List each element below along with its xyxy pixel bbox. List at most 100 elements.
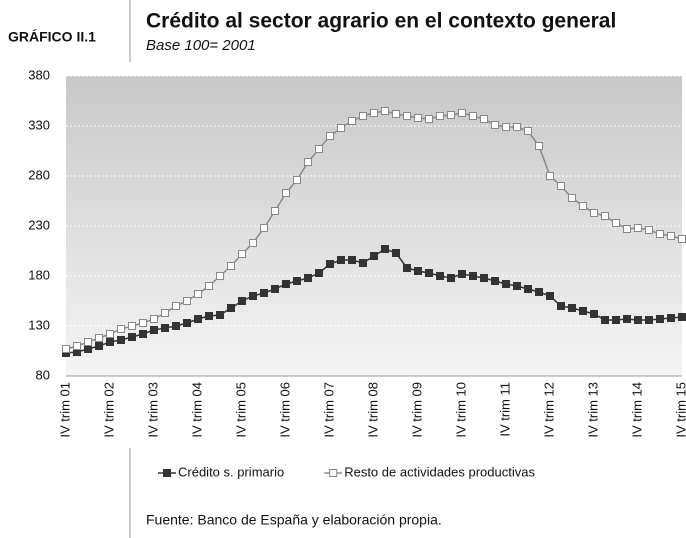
point-marker (370, 109, 378, 117)
point-marker (337, 124, 345, 132)
x-tick-label: IV trim 07 (321, 382, 336, 438)
point-marker (238, 250, 246, 258)
point-marker (579, 202, 587, 210)
chart-subtitle: Base 100= 2001 (146, 37, 256, 54)
point-marker (150, 326, 158, 334)
point-marker (524, 285, 532, 293)
point-marker (678, 235, 686, 243)
point-marker (634, 224, 642, 232)
point-marker (315, 269, 323, 277)
x-tick-label: IV trim 06 (277, 382, 292, 438)
legend-label: Resto de actividades productivas (344, 464, 535, 479)
point-marker (502, 123, 510, 131)
point-marker (95, 334, 103, 342)
point-marker (469, 272, 477, 280)
point-marker (161, 324, 169, 332)
point-marker (271, 285, 279, 293)
point-marker (656, 315, 664, 323)
y-tick-label: 80 (36, 367, 50, 382)
x-tick-label: IV trim 09 (409, 382, 424, 438)
point-marker (249, 239, 257, 247)
point-marker (392, 249, 400, 257)
x-tick-label: IV trim 02 (101, 382, 116, 438)
point-marker (183, 297, 191, 305)
point-marker (535, 288, 543, 296)
point-marker (194, 315, 202, 323)
point-marker (403, 112, 411, 120)
point-marker (557, 182, 565, 190)
point-marker (260, 224, 268, 232)
point-marker (568, 194, 576, 202)
point-marker (458, 270, 466, 278)
x-tick-label: IV trim 12 (541, 382, 556, 438)
point-marker (304, 274, 312, 282)
x-tick-label: IV trim 10 (453, 382, 468, 438)
point-marker (315, 145, 323, 153)
point-marker (458, 109, 466, 117)
point-marker (150, 315, 158, 323)
point-marker (205, 312, 213, 320)
point-marker (227, 262, 235, 270)
point-marker (205, 282, 213, 290)
point-marker (414, 114, 422, 122)
point-marker (502, 280, 510, 288)
point-marker (271, 207, 279, 215)
point-marker (84, 345, 92, 353)
point-marker (216, 272, 224, 280)
point-marker (623, 315, 631, 323)
point-marker (128, 333, 136, 341)
point-marker (590, 209, 598, 217)
point-marker (568, 304, 576, 312)
point-marker (161, 309, 169, 317)
point-marker (62, 345, 70, 353)
point-marker (436, 272, 444, 280)
point-marker (249, 292, 257, 300)
y-tick-label: 180 (28, 267, 50, 282)
x-tick-label: IV trim 05 (233, 382, 248, 438)
point-marker (403, 264, 411, 272)
point-marker (645, 316, 653, 324)
point-marker (425, 269, 433, 277)
point-marker (513, 282, 521, 290)
point-marker (535, 142, 543, 150)
point-marker (436, 112, 444, 120)
y-tick-label: 130 (28, 317, 50, 332)
point-marker (139, 330, 147, 338)
y-tick-label: 330 (28, 117, 50, 132)
point-marker (238, 297, 246, 305)
legend-label: Crédito s. primario (178, 464, 284, 479)
point-marker (612, 219, 620, 227)
point-marker (579, 307, 587, 315)
point-marker (513, 123, 521, 131)
point-marker (370, 252, 378, 260)
point-marker (623, 225, 631, 233)
point-marker (95, 342, 103, 350)
point-marker (106, 338, 114, 346)
x-tick-label: IV trim 13 (585, 382, 600, 438)
point-marker (117, 336, 125, 344)
point-marker (524, 127, 532, 135)
point-marker (546, 292, 554, 300)
point-marker (601, 316, 609, 324)
legend-marker (163, 469, 171, 477)
y-tick-label: 280 (28, 167, 50, 182)
point-marker (447, 111, 455, 119)
point-marker (667, 314, 675, 322)
point-marker (304, 158, 312, 166)
point-marker (612, 316, 620, 324)
point-marker (381, 245, 389, 253)
point-marker (282, 189, 290, 197)
point-marker (480, 115, 488, 123)
point-marker (282, 280, 290, 288)
point-marker (172, 302, 180, 310)
legend-marker (329, 469, 338, 477)
point-marker (634, 316, 642, 324)
point-marker (491, 277, 499, 285)
point-marker (667, 232, 675, 240)
point-marker (590, 310, 598, 318)
chart-title: Crédito al sector agrario en el contexto… (146, 10, 616, 33)
point-marker (128, 322, 136, 330)
point-marker (348, 117, 356, 125)
x-tick-label: IV trim 04 (189, 382, 204, 438)
